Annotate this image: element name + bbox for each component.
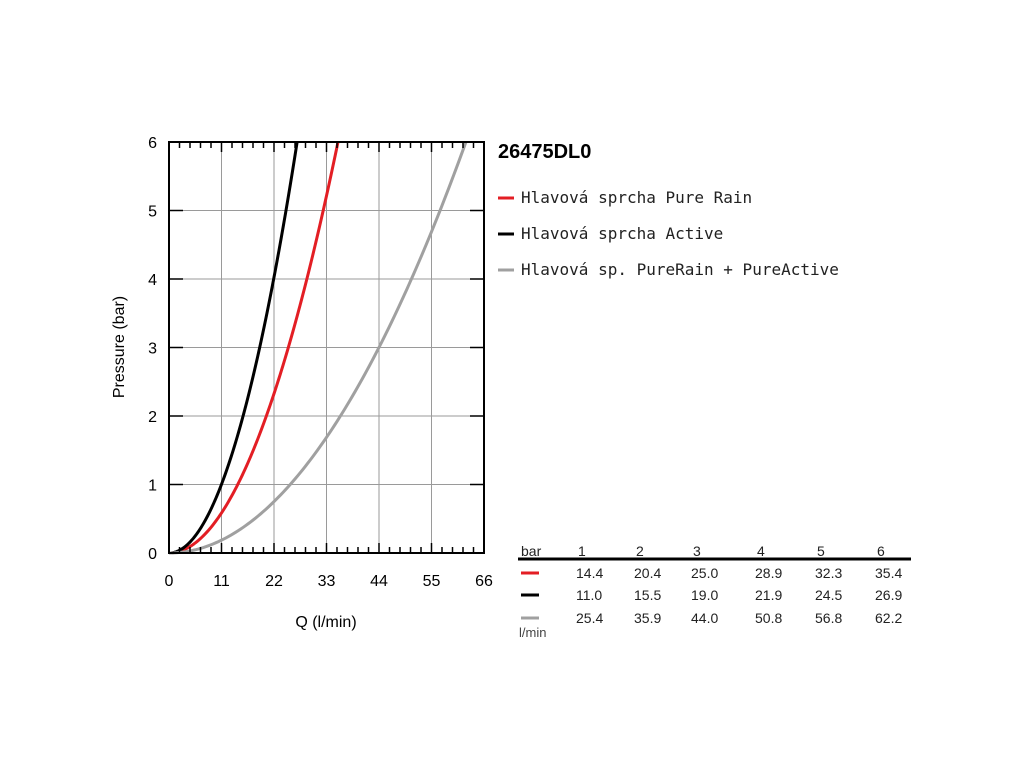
table-column-header: 6 — [877, 543, 885, 559]
table-cell: 28.9 — [755, 565, 782, 581]
table-cell: 14.4 — [576, 565, 603, 581]
table-cell: 35.4 — [875, 565, 902, 581]
table-unit-label: l/min — [519, 625, 546, 640]
table-cell: 50.8 — [755, 610, 782, 626]
grid — [169, 142, 484, 553]
table-cell: 25.0 — [691, 565, 718, 581]
curves — [168, 141, 468, 555]
x-tick-label: 33 — [318, 573, 336, 590]
tick-labels: 0 11 22 33 44 55 66 0 1 2 3 4 5 6 — [148, 135, 493, 590]
x-axis-label: Q (l/min) — [295, 614, 356, 631]
series-line-1 — [168, 141, 340, 555]
table-column-header: 4 — [757, 543, 765, 559]
table-column-header: 5 — [817, 543, 825, 559]
plot-frame — [168, 141, 485, 554]
table-cell: 56.8 — [815, 610, 842, 626]
y-tick-label: 5 — [148, 204, 157, 221]
table-cell: 21.9 — [755, 587, 782, 603]
table-cell: 35.9 — [634, 610, 661, 626]
series-line-3 — [168, 141, 468, 555]
table-cell: 19.0 — [691, 587, 718, 603]
x-tick-label: 11 — [213, 573, 230, 590]
table-cell: 11.0 — [576, 587, 602, 603]
table-cell: 44.0 — [691, 610, 718, 626]
y-tick-label: 3 — [148, 341, 157, 358]
values-table: bar 1 2 3 4 5 6 14.4 20.4 25.0 28.9 32.3 35.4 11.0 15.… — [518, 543, 911, 640]
legend-label: Hlavová sprcha Active — [521, 224, 723, 243]
y-tick-label: 4 — [148, 272, 157, 289]
chart-title: 26475DL0 — [498, 141, 591, 163]
table-column-header: 1 — [578, 543, 586, 559]
x-tick-label: 66 — [475, 573, 493, 590]
table-header-label: bar — [521, 543, 542, 559]
series-line-2 — [168, 141, 299, 555]
x-tick-label: 22 — [265, 573, 283, 590]
y-tick-label: 0 — [148, 546, 157, 563]
table-cell: 25.4 — [576, 610, 603, 626]
y-axis-label: Pressure (bar) — [111, 296, 128, 398]
y-tick-label: 6 — [148, 135, 157, 152]
x-tick-label: 44 — [370, 573, 388, 590]
x-tick-label: 0 — [165, 573, 174, 590]
table-cell: 62.2 — [875, 610, 902, 626]
table-cell: 26.9 — [875, 587, 902, 603]
y-tick-label: 2 — [148, 409, 157, 426]
table-cell: 15.5 — [634, 587, 661, 603]
legend: Hlavová sprcha Pure Rain Hlavová sprcha A… — [498, 188, 839, 279]
table-cell: 32.3 — [815, 565, 842, 581]
legend-label: Hlavová sp. PureRain + PureActive — [521, 260, 839, 279]
legend-label: Hlavová sprcha Pure Rain — [521, 188, 752, 207]
table-column-header: 3 — [693, 543, 701, 559]
table-column-header: 2 — [636, 543, 644, 559]
y-tick-label: 1 — [148, 478, 157, 495]
x-tick-label: 55 — [423, 573, 441, 590]
table-cell: 24.5 — [815, 587, 842, 603]
table-cell: 20.4 — [634, 565, 661, 581]
